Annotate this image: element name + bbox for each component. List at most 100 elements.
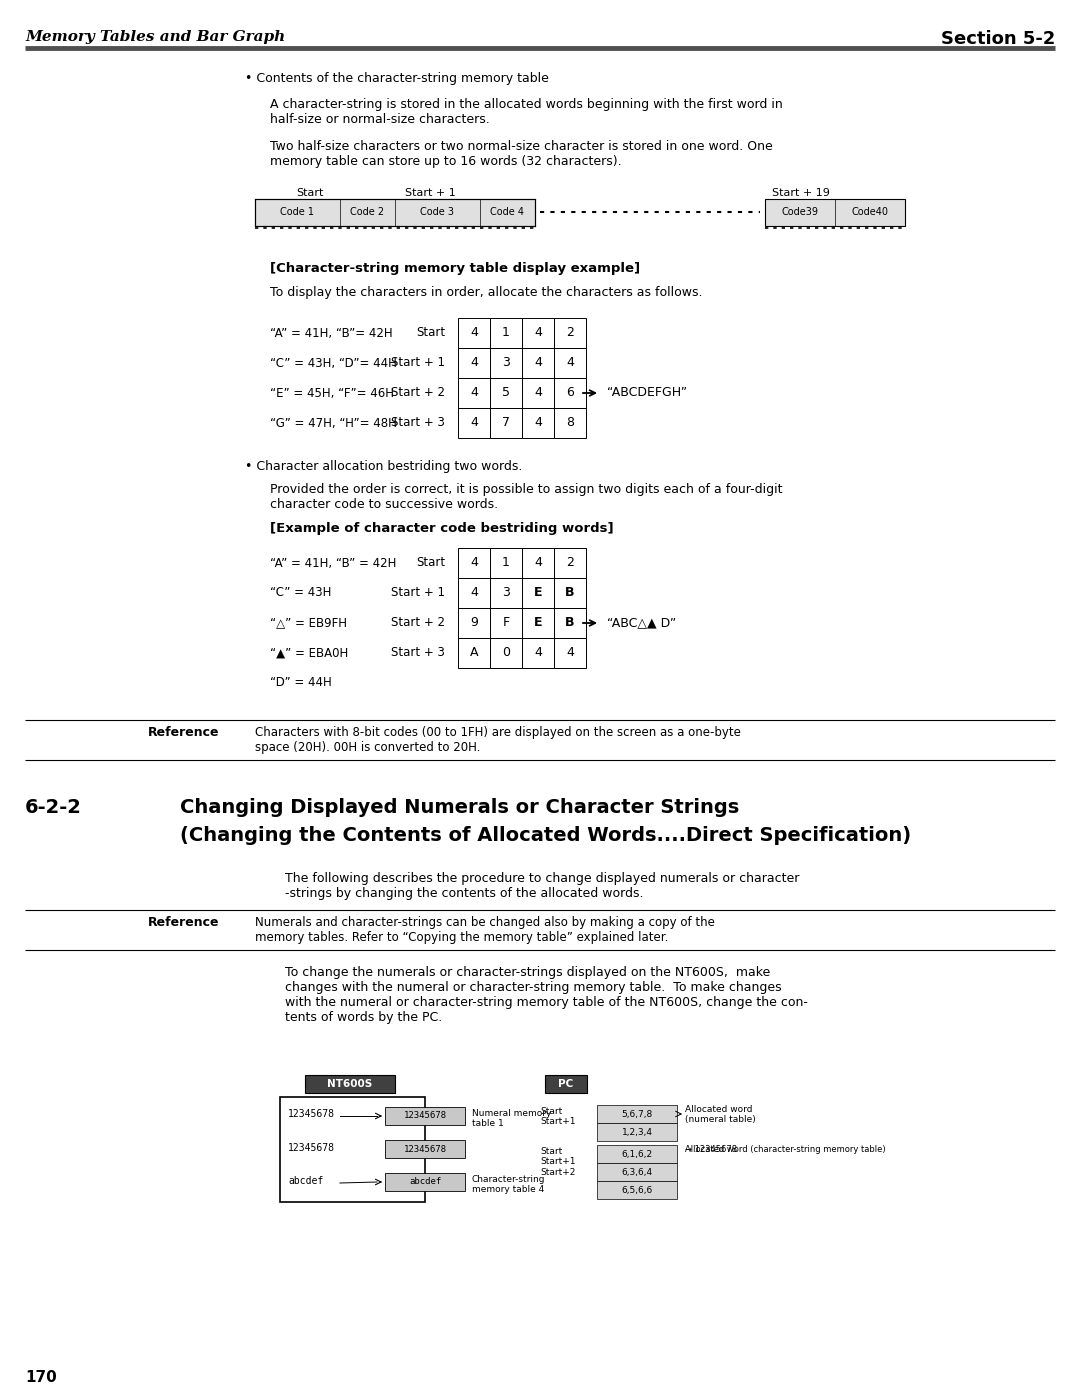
- Bar: [305, 1076, 395, 1092]
- Text: Start
Start+1: Start Start+1: [540, 1106, 576, 1126]
- Text: Two half-size characters or two normal-size character is stored in one word. One: Two half-size characters or two normal-s…: [270, 140, 773, 168]
- Bar: [490, 608, 522, 638]
- Text: 4: 4: [535, 387, 542, 400]
- Bar: [597, 1105, 677, 1123]
- Text: 4: 4: [566, 647, 573, 659]
- Bar: [765, 198, 905, 226]
- Text: Start + 19: Start + 19: [772, 189, 831, 198]
- Text: Characters with 8-bit codes (00 to 1FH) are displayed on the screen as a one-byt: Characters with 8-bit codes (00 to 1FH) …: [255, 726, 741, 754]
- Text: • Contents of the character-string memory table: • Contents of the character-string memor…: [245, 73, 549, 85]
- Bar: [554, 408, 586, 439]
- Bar: [554, 638, 586, 668]
- Bar: [458, 608, 490, 638]
- Text: 170: 170: [25, 1370, 57, 1384]
- Bar: [554, 379, 586, 408]
- Text: 4: 4: [535, 356, 542, 369]
- Bar: [522, 348, 554, 379]
- Text: Start + 3: Start + 3: [391, 647, 445, 659]
- Text: 6: 6: [566, 387, 573, 400]
- Text: 4: 4: [470, 327, 478, 339]
- Text: 0: 0: [502, 647, 510, 659]
- Bar: [458, 379, 490, 408]
- Text: Start + 1: Start + 1: [391, 356, 445, 369]
- Text: 9: 9: [470, 616, 478, 630]
- Bar: [554, 578, 586, 608]
- Text: 6,1,6,2: 6,1,6,2: [621, 1150, 652, 1158]
- Text: Allocated word (character-string memory table): Allocated word (character-string memory …: [685, 1146, 886, 1154]
- Text: 7: 7: [502, 416, 510, 429]
- Text: 4: 4: [470, 416, 478, 429]
- Text: NT600S: NT600S: [327, 1078, 373, 1090]
- Text: 8: 8: [566, 416, 573, 429]
- Text: Code 1: Code 1: [280, 207, 314, 217]
- Text: PC: PC: [558, 1078, 573, 1090]
- Bar: [490, 379, 522, 408]
- Text: Code39: Code39: [782, 207, 819, 217]
- Text: “▲” = EBA0H: “▲” = EBA0H: [270, 647, 348, 659]
- Text: Code 2: Code 2: [350, 207, 384, 217]
- Text: A character-string is stored in the allocated words beginning with the first wor: A character-string is stored in the allo…: [270, 98, 783, 126]
- Bar: [458, 319, 490, 348]
- Text: “ABC△▲ D”: “ABC△▲ D”: [607, 616, 676, 630]
- Text: Numeral memory
table 1: Numeral memory table 1: [472, 1109, 552, 1129]
- Text: 1: 1: [502, 556, 510, 570]
- Text: 3: 3: [502, 587, 510, 599]
- Text: 4: 4: [535, 416, 542, 429]
- Text: 12345678: 12345678: [404, 1144, 446, 1154]
- Text: 5,6,7,8: 5,6,7,8: [621, 1109, 652, 1119]
- Text: 12345678: 12345678: [288, 1109, 335, 1119]
- Text: 5: 5: [502, 387, 510, 400]
- Text: 6,5,6,6: 6,5,6,6: [621, 1186, 652, 1194]
- Text: Provided the order is correct, it is possible to assign two digits each of a fou: Provided the order is correct, it is pos…: [270, 483, 783, 511]
- Text: (Changing the Contents of Allocated Words....Direct Specification): (Changing the Contents of Allocated Word…: [180, 826, 912, 845]
- Text: Start + 2: Start + 2: [391, 387, 445, 400]
- Bar: [384, 1106, 465, 1125]
- Text: 12345678: 12345678: [288, 1143, 335, 1153]
- Text: [Example of character code bestriding words]: [Example of character code bestriding wo…: [270, 522, 613, 535]
- Text: Code40: Code40: [851, 207, 889, 217]
- Text: 4: 4: [470, 387, 478, 400]
- Bar: [522, 408, 554, 439]
- Bar: [490, 578, 522, 608]
- Text: Start + 1: Start + 1: [391, 587, 445, 599]
- Bar: [490, 638, 522, 668]
- Text: Start + 1: Start + 1: [405, 189, 456, 198]
- Bar: [522, 638, 554, 668]
- Text: “C” = 43H, “D”= 44H: “C” = 43H, “D”= 44H: [270, 356, 396, 369]
- Text: Section 5-2: Section 5-2: [941, 29, 1055, 47]
- Text: → 12345678: → 12345678: [685, 1146, 738, 1154]
- Bar: [522, 608, 554, 638]
- Bar: [597, 1180, 677, 1199]
- Bar: [458, 638, 490, 668]
- Text: F: F: [502, 616, 510, 630]
- Text: To change the numerals or character-strings displayed on the NT600S,  make
chang: To change the numerals or character-stri…: [285, 965, 808, 1024]
- Text: “A” = 41H, “B” = 42H: “A” = 41H, “B” = 42H: [270, 556, 396, 570]
- Text: Start + 3: Start + 3: [391, 416, 445, 429]
- Bar: [490, 348, 522, 379]
- Bar: [490, 319, 522, 348]
- Text: 4: 4: [566, 356, 573, 369]
- Text: Code 4: Code 4: [490, 207, 524, 217]
- Text: B: B: [565, 616, 575, 630]
- Text: To display the characters in order, allocate the characters as follows.: To display the characters in order, allo…: [270, 286, 702, 299]
- Text: Allocated word
(numeral table): Allocated word (numeral table): [685, 1105, 756, 1125]
- Text: 2: 2: [566, 556, 573, 570]
- Bar: [554, 348, 586, 379]
- Text: 1: 1: [502, 327, 510, 339]
- Text: Start: Start: [416, 556, 445, 570]
- Bar: [522, 548, 554, 578]
- Text: E: E: [534, 616, 542, 630]
- Bar: [554, 319, 586, 348]
- Bar: [597, 1123, 677, 1141]
- Text: “C” = 43H: “C” = 43H: [270, 587, 332, 599]
- Bar: [554, 548, 586, 578]
- Text: abcdef: abcdef: [409, 1178, 441, 1186]
- Text: • Character allocation bestriding two words.: • Character allocation bestriding two wo…: [245, 460, 523, 474]
- Text: 4: 4: [470, 356, 478, 369]
- Text: 3: 3: [502, 356, 510, 369]
- Text: 6,3,6,4: 6,3,6,4: [621, 1168, 652, 1176]
- Text: “E” = 45H, “F”= 46H: “E” = 45H, “F”= 46H: [270, 387, 394, 400]
- Text: “A” = 41H, “B”= 42H: “A” = 41H, “B”= 42H: [270, 327, 393, 339]
- Text: Reference: Reference: [148, 726, 219, 739]
- Text: “G” = 47H, “H”= 48H: “G” = 47H, “H”= 48H: [270, 416, 396, 429]
